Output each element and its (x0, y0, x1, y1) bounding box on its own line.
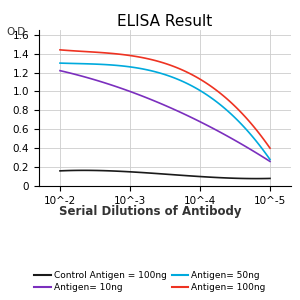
Line: Antigen= 100ng: Antigen= 100ng (60, 50, 270, 148)
Control Antigen = 100ng (256, 177, 259, 180)
Text: Serial Dilutions of Antibody: Serial Dilutions of Antibody (59, 205, 241, 218)
Antigen= 50ng (268, 158, 272, 161)
Antigen= 10ng (268, 160, 272, 163)
Antigen= 10ng (183, 113, 187, 116)
Text: O.D.: O.D. (6, 27, 28, 37)
Antigen= 50ng (98, 62, 102, 66)
Antigen= 50ng (258, 143, 261, 147)
Antigen= 10ng (258, 153, 261, 157)
Antigen= 100ng (98, 51, 102, 54)
Control Antigen = 100ng (100, 169, 104, 172)
Antigen= 50ng (58, 61, 62, 65)
Antigen= 100ng (183, 70, 187, 73)
Legend: Control Antigen = 100ng, Antigen= 10ng, Antigen= 50ng, Antigen= 100ng: Control Antigen = 100ng, Antigen= 10ng, … (34, 271, 266, 292)
Line: Antigen= 50ng: Antigen= 50ng (60, 63, 270, 160)
Antigen= 50ng (167, 74, 170, 77)
Control Antigen = 100ng (82, 169, 85, 172)
Antigen= 100ng (268, 146, 272, 150)
Antigen= 10ng (251, 149, 255, 153)
Antigen= 100ng (107, 51, 111, 55)
Control Antigen = 100ng (58, 169, 62, 173)
Control Antigen = 100ng (109, 169, 113, 173)
Antigen= 50ng (107, 63, 111, 67)
Antigen= 100ng (167, 63, 170, 66)
Line: Control Antigen = 100ng: Control Antigen = 100ng (60, 170, 270, 178)
Antigen= 100ng (258, 132, 261, 136)
Title: ELISA Result: ELISA Result (117, 14, 213, 29)
Antigen= 10ng (58, 69, 62, 73)
Line: Antigen= 10ng: Antigen= 10ng (60, 71, 270, 161)
Antigen= 10ng (107, 82, 111, 86)
Control Antigen = 100ng (262, 177, 266, 180)
Antigen= 10ng (98, 80, 102, 83)
Antigen= 100ng (58, 48, 62, 52)
Antigen= 50ng (251, 136, 255, 139)
Antigen= 100ng (251, 124, 255, 128)
Antigen= 50ng (183, 81, 187, 84)
Control Antigen = 100ng (185, 174, 189, 178)
Control Antigen = 100ng (254, 177, 257, 180)
Control Antigen = 100ng (268, 177, 272, 180)
Antigen= 10ng (167, 105, 170, 109)
Control Antigen = 100ng (169, 173, 172, 176)
